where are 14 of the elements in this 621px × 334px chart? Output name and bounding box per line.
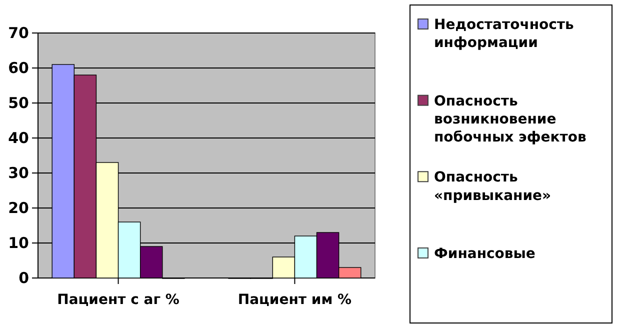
legend-label: Опасность возникновение побочных эфектов bbox=[434, 93, 586, 146]
y-tick-label: 0 bbox=[18, 268, 29, 287]
y-tick-label: 20 bbox=[8, 198, 29, 217]
y-tick-label: 40 bbox=[8, 128, 29, 147]
legend-label: Недостаточность информации bbox=[434, 17, 574, 52]
y-tick-label: 70 bbox=[8, 24, 29, 42]
x-tick-label: Пациент с аг % bbox=[57, 292, 180, 308]
legend-label: Опасность «привыкание» bbox=[434, 170, 552, 204]
y-tick-label: 10 bbox=[8, 234, 29, 252]
x-tick-label: Пациент им % bbox=[238, 292, 352, 308]
y-tick-label: 60 bbox=[8, 58, 29, 77]
legend-label: Финансовые bbox=[434, 246, 536, 262]
y-tick-label: 30 bbox=[8, 164, 29, 182]
y-tick-label: 50 bbox=[8, 94, 29, 112]
